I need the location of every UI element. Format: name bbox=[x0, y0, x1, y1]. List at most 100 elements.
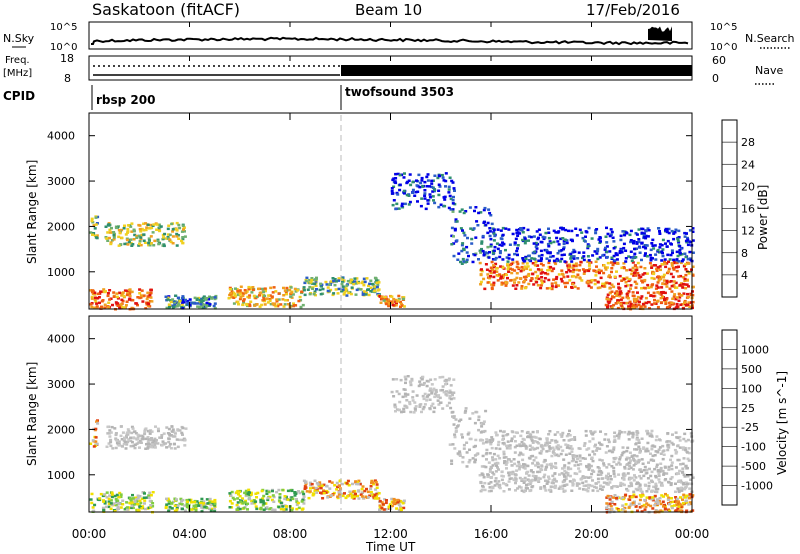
data-cell bbox=[678, 245, 682, 248]
data-cell bbox=[438, 376, 442, 379]
data-cell bbox=[591, 469, 594, 472]
data-cell bbox=[612, 296, 616, 299]
data-cell bbox=[615, 290, 619, 293]
data-cell bbox=[450, 459, 454, 462]
data-cell bbox=[271, 489, 274, 493]
data-cell bbox=[362, 277, 366, 281]
data-cell bbox=[392, 502, 396, 505]
data-cell bbox=[674, 496, 678, 499]
data-cell bbox=[195, 500, 199, 503]
data-cell bbox=[564, 228, 568, 232]
data-cell bbox=[625, 269, 629, 272]
data-cell bbox=[208, 507, 211, 511]
data-cell bbox=[395, 378, 399, 381]
data-cell bbox=[685, 232, 688, 235]
data-cell bbox=[562, 247, 565, 251]
data-cell bbox=[340, 290, 344, 293]
data-cell bbox=[465, 465, 469, 468]
data-cell bbox=[433, 378, 437, 381]
data-cell bbox=[535, 247, 539, 250]
data-cell bbox=[344, 496, 348, 500]
data-cell bbox=[109, 241, 113, 244]
data-cell bbox=[93, 503, 97, 507]
data-cell bbox=[655, 435, 659, 438]
data-cell bbox=[107, 301, 111, 304]
data-cell bbox=[430, 392, 434, 395]
data-cell bbox=[437, 403, 441, 406]
data-cell bbox=[181, 307, 185, 310]
data-cell bbox=[551, 479, 555, 482]
data-cell bbox=[488, 227, 492, 230]
data-cell bbox=[488, 230, 492, 233]
data-cell bbox=[578, 228, 582, 232]
data-cell bbox=[513, 451, 517, 454]
data-cell bbox=[482, 476, 486, 479]
y-tick-label: 2000 bbox=[47, 423, 75, 436]
data-cell bbox=[541, 447, 545, 451]
data-cell bbox=[208, 501, 212, 504]
data-cell bbox=[570, 286, 574, 289]
data-cell bbox=[486, 273, 490, 276]
data-cell bbox=[314, 280, 318, 283]
data-cell bbox=[227, 297, 231, 300]
data-cell bbox=[631, 432, 635, 435]
data-cell bbox=[278, 496, 282, 499]
data-cell bbox=[393, 180, 397, 183]
data-cell bbox=[625, 487, 629, 491]
data-cell bbox=[285, 286, 289, 290]
data-cell bbox=[681, 470, 685, 474]
data-cell bbox=[562, 275, 566, 279]
data-cell bbox=[556, 252, 560, 255]
data-cell bbox=[686, 482, 689, 486]
data-cell bbox=[144, 222, 148, 225]
data-cell bbox=[277, 499, 281, 502]
data-cell bbox=[612, 254, 616, 258]
data-cell bbox=[574, 275, 578, 279]
data-cell bbox=[666, 443, 670, 447]
data-cell bbox=[228, 499, 232, 503]
data-cell bbox=[290, 508, 294, 512]
data-cell bbox=[605, 250, 609, 254]
data-cell bbox=[426, 395, 430, 398]
data-cell bbox=[241, 303, 245, 306]
data-cell bbox=[656, 266, 660, 269]
data-cell bbox=[631, 306, 635, 310]
data-cell bbox=[210, 500, 214, 503]
data-cell bbox=[554, 462, 558, 465]
data-cell bbox=[92, 445, 96, 448]
data-cell bbox=[441, 176, 445, 179]
colorbar-tick-label: 24 bbox=[741, 158, 755, 171]
data-cell bbox=[168, 238, 172, 241]
data-cell bbox=[643, 267, 647, 270]
data-cell bbox=[146, 291, 150, 295]
data-cell bbox=[669, 458, 672, 462]
data-cell bbox=[193, 296, 197, 300]
data-cell bbox=[538, 470, 542, 474]
data-cell bbox=[686, 303, 690, 306]
data-cell bbox=[117, 228, 121, 232]
data-cell bbox=[674, 466, 678, 469]
data-cell bbox=[486, 475, 490, 479]
data-cell bbox=[238, 297, 242, 301]
data-cell bbox=[297, 299, 301, 303]
data-cell bbox=[683, 277, 687, 281]
data-cell bbox=[672, 302, 676, 305]
data-cell bbox=[390, 497, 394, 501]
data-cell bbox=[679, 294, 683, 297]
data-cell bbox=[534, 456, 538, 459]
data-cell bbox=[635, 282, 639, 286]
data-cell bbox=[561, 487, 565, 490]
data-cell bbox=[575, 472, 579, 476]
data-cell bbox=[662, 505, 665, 508]
data-cell bbox=[593, 282, 597, 286]
data-cell bbox=[345, 284, 349, 287]
data-cell bbox=[207, 304, 211, 307]
data-cell bbox=[313, 282, 317, 286]
data-cell bbox=[574, 262, 578, 265]
data-cell bbox=[450, 179, 454, 183]
data-cell bbox=[403, 392, 407, 396]
data-cell bbox=[126, 243, 130, 246]
data-cell bbox=[119, 495, 123, 499]
data-cell bbox=[650, 429, 654, 433]
data-cell bbox=[484, 263, 488, 266]
